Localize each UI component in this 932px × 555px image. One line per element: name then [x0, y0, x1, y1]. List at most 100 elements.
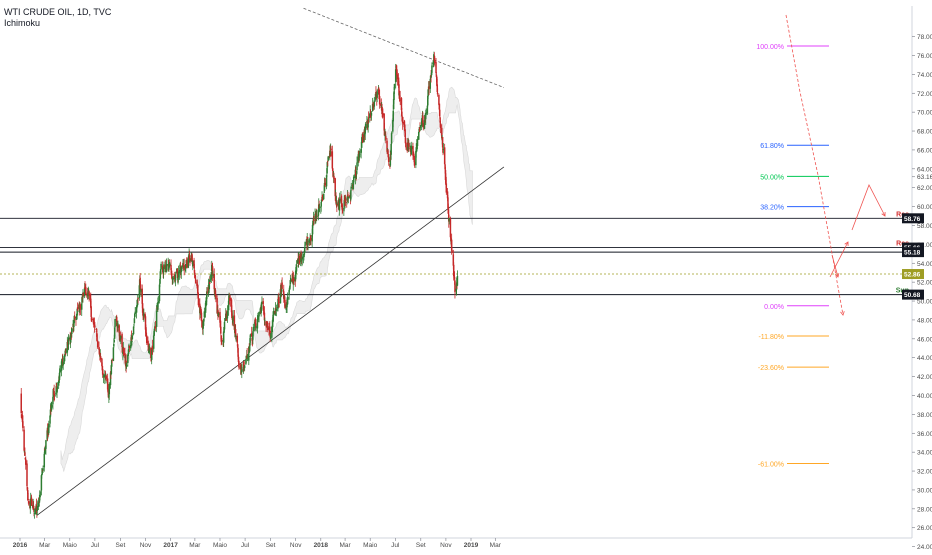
time-tick-label: Nov	[140, 542, 152, 549]
price-tick-label: 56.00	[917, 242, 932, 249]
candle-body	[439, 117, 441, 123]
candle-body	[337, 201, 340, 203]
candle-body	[256, 319, 259, 329]
candle-body	[70, 333, 72, 338]
price-tick-label: 72.00	[917, 91, 932, 98]
candle-body	[301, 258, 303, 262]
candle-body	[220, 335, 222, 342]
price-tag: 52.86	[904, 272, 921, 279]
candle-body	[194, 274, 197, 278]
candle-body	[292, 279, 294, 285]
candle-body	[93, 322, 95, 324]
candle-body	[219, 311, 221, 323]
candle-body	[266, 322, 269, 327]
trendlines[interactable]	[36, 7, 505, 516]
fib-label: -23.60%	[758, 365, 784, 372]
candle-body	[263, 311, 265, 314]
candle-body	[248, 346, 251, 350]
candle-body	[315, 214, 318, 217]
candle-body	[43, 448, 46, 454]
candle-body	[194, 279, 197, 281]
candle-body	[138, 285, 141, 299]
candle-body	[98, 348, 101, 353]
price-tick-label: 36.00	[917, 431, 932, 438]
candle-body	[449, 218, 452, 238]
candle-body	[446, 191, 449, 199]
candle-body	[286, 303, 288, 308]
candle-body	[359, 153, 361, 155]
candle-body	[381, 106, 383, 115]
candle-body	[246, 359, 249, 361]
candle-body	[168, 266, 170, 270]
candle-body	[428, 86, 430, 90]
candle-body	[137, 297, 139, 299]
candle-body	[188, 255, 191, 260]
candle-body	[136, 305, 138, 309]
candle-body	[49, 409, 52, 417]
candle-body	[374, 93, 377, 100]
candle-body	[229, 297, 231, 298]
candle-body	[422, 115, 424, 124]
indicator-label[interactable]: Ichimoku	[4, 18, 41, 28]
candle-body	[364, 123, 367, 129]
candle-body	[361, 136, 363, 142]
candle-body	[315, 216, 318, 217]
candle-body	[197, 285, 199, 294]
candle-body	[134, 314, 136, 318]
price-tag-bg	[902, 289, 924, 300]
candle-body	[401, 116, 404, 118]
candle-body	[337, 202, 339, 205]
time-axis[interactable]: 2016 Mar Maio Jul Set Nov 2017 Mar Maio Jul Set Nov…	[13, 538, 502, 549]
candle-body	[269, 326, 271, 333]
fib-label: 50.00%	[760, 174, 784, 181]
candle-body	[262, 301, 264, 305]
candle-body	[311, 224, 314, 235]
candle-body	[71, 328, 73, 334]
candle-body	[173, 276, 175, 279]
candle-body	[36, 511, 38, 513]
candle-body	[82, 293, 85, 296]
candle-body	[301, 256, 304, 260]
candle-body	[236, 335, 239, 343]
candle-body	[331, 169, 334, 171]
candle-body	[304, 241, 306, 246]
candle-body	[237, 347, 239, 357]
candle-body	[211, 264, 213, 272]
candle-body	[191, 254, 193, 261]
candle-body	[30, 497, 33, 506]
candle-body	[431, 65, 433, 73]
candle-body	[144, 313, 146, 318]
candle-body	[66, 341, 69, 347]
candle-body	[430, 72, 433, 76]
candle-body	[132, 326, 135, 335]
candle-body	[274, 308, 277, 313]
candle-body	[266, 326, 269, 330]
candle-body	[148, 347, 150, 350]
candle-body	[312, 218, 315, 225]
candle-body	[152, 335, 155, 349]
candle-body	[401, 111, 403, 116]
candle-body	[52, 396, 54, 405]
arrow-head	[881, 211, 886, 217]
candle-body	[408, 143, 410, 148]
horizontal-levels[interactable]: ResResSup	[0, 211, 912, 296]
candle-body	[73, 315, 76, 323]
candle-body	[179, 267, 181, 271]
axes	[0, 6, 913, 539]
candle-body	[450, 239, 453, 251]
candle-body	[120, 335, 122, 339]
time-tick-label: Nov	[440, 542, 452, 549]
candle-body	[343, 208, 345, 210]
candle-body	[75, 317, 78, 320]
candle-body	[254, 318, 257, 324]
candle-body	[272, 314, 274, 322]
price-axis[interactable]: 78.00 76.00 74.00 72.00 70.00 68.00 66.00 64.00…	[902, 34, 932, 551]
fibonacci-levels[interactable]: 100.00% 61.80% 50.00% 38.20% 0.00% -11.80% -23…	[756, 44, 829, 468]
candle-body	[211, 264, 213, 266]
candle-body	[206, 291, 208, 293]
candle-body	[232, 316, 234, 322]
candle-body	[44, 449, 46, 451]
candle-body	[378, 96, 381, 105]
